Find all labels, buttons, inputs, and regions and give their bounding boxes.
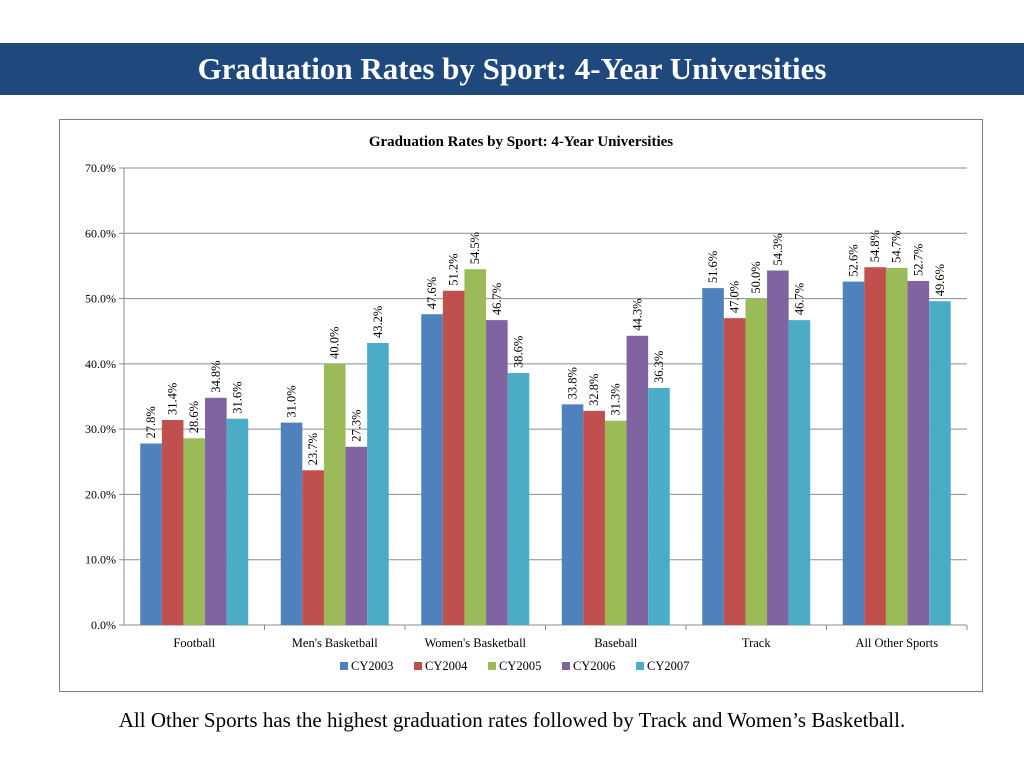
bar	[507, 372, 530, 625]
bar	[561, 404, 584, 625]
y-tick-label: 50.0%	[85, 292, 116, 306]
legend-swatch	[414, 662, 422, 670]
bar	[183, 438, 206, 625]
x-tick-label: Men's Basketball	[292, 636, 378, 650]
bar	[302, 470, 324, 625]
legend-swatch	[488, 662, 496, 670]
data-label: 27.8%	[144, 406, 158, 438]
bar	[767, 270, 789, 625]
legend-label: CY2003	[351, 659, 393, 673]
chart-title: Graduation Rates by Sport: 4-Year Univer…	[369, 134, 673, 150]
bar	[280, 422, 303, 625]
data-label: 27.3%	[349, 409, 363, 441]
data-label: 23.7%	[306, 433, 320, 465]
y-tick-label: 20.0%	[85, 487, 116, 501]
y-tick-label: 40.0%	[85, 357, 116, 371]
data-label: 49.6%	[933, 264, 947, 296]
bar	[345, 446, 368, 625]
y-tick-label: 10.0%	[85, 553, 116, 567]
bar	[788, 320, 811, 625]
slide-title-bar: Graduation Rates by Sport: 4-Year Univer…	[0, 43, 1024, 95]
legend-label: CY2007	[647, 659, 689, 673]
axes: 0.0% 10.0% 20.0% 30.0% 40.0% 50.0% 60.0% 70.0% F…	[85, 161, 968, 650]
data-label: 47.0%	[728, 281, 742, 313]
data-label: 40.0%	[328, 327, 342, 359]
x-tick-label: All Other Sports	[855, 636, 938, 650]
data-label: 34.8%	[209, 361, 223, 393]
data-label: 54.7%	[890, 231, 904, 263]
bar	[464, 269, 487, 625]
data-labels: 27.8% 31.4% 28.6% 34.8% 31.6% 31.0% 23.7% 40.0%…	[144, 230, 947, 465]
gridlines	[124, 167, 967, 561]
bar	[323, 363, 346, 625]
legend-label: CY2006	[573, 659, 615, 673]
data-label: 51.2%	[447, 253, 461, 285]
bar	[885, 267, 908, 625]
data-label: 31.3%	[609, 383, 623, 415]
y-tick-label: 0.0%	[91, 618, 116, 632]
bar	[604, 420, 627, 625]
x-tick-label: Track	[742, 636, 771, 650]
data-label: 51.6%	[706, 251, 720, 283]
chart-container: Graduation Rates by Sport: 4-Year Univer…	[59, 119, 983, 692]
legend-label: CY2004	[425, 659, 468, 673]
bar	[226, 418, 249, 625]
data-label: 54.3%	[771, 233, 785, 265]
bar	[205, 397, 227, 625]
data-label: 31.6%	[230, 381, 244, 413]
x-tick-label: Baseball	[594, 636, 638, 650]
bar	[723, 318, 746, 625]
data-label: 54.5%	[468, 232, 482, 264]
bar	[161, 420, 184, 625]
slide-caption: All Other Sports has the highest graduat…	[118, 708, 906, 732]
bar	[842, 281, 865, 625]
bar	[864, 267, 886, 625]
data-label: 31.0%	[285, 385, 299, 417]
bar	[648, 388, 670, 625]
data-label: 33.8%	[566, 367, 580, 399]
data-label: 36.3%	[652, 351, 666, 383]
bar	[367, 342, 389, 625]
bar	[583, 410, 605, 625]
data-label: 47.6%	[425, 277, 439, 309]
data-label: 38.6%	[511, 336, 525, 368]
bar	[140, 443, 162, 625]
slide-title: Graduation Rates by Sport: 4-Year Univer…	[197, 51, 827, 86]
y-tick-label: 70.0%	[85, 161, 116, 175]
data-label: 32.8%	[587, 374, 601, 406]
bar	[907, 280, 930, 625]
data-label: 46.7%	[792, 283, 806, 315]
data-label: 50.0%	[749, 261, 763, 293]
data-label: 28.6%	[187, 401, 201, 433]
legend: CY2003 CY2004 CY2005 CY2006 CY2007	[340, 659, 689, 673]
data-label: 43.2%	[371, 306, 385, 338]
legend-swatch	[340, 662, 348, 670]
legend-label: CY2005	[499, 659, 541, 673]
bar	[421, 314, 443, 625]
data-label: 44.3%	[630, 298, 644, 330]
data-label: 46.7%	[490, 283, 504, 315]
bar	[929, 301, 951, 625]
x-tick-label: Women's Basketball	[424, 636, 526, 650]
bar	[745, 298, 768, 625]
y-tick-label: 60.0%	[85, 226, 116, 240]
x-tick-label: Football	[173, 636, 215, 650]
data-label: 52.7%	[911, 244, 925, 276]
bar	[442, 290, 465, 625]
data-label: 31.4%	[166, 383, 180, 415]
legend-swatch	[562, 662, 570, 670]
bar	[702, 288, 724, 625]
legend-swatch	[636, 662, 644, 670]
y-tick-label: 30.0%	[85, 422, 116, 436]
bar	[486, 320, 508, 625]
data-label: 54.8%	[868, 230, 882, 262]
bar-chart: Graduation Rates by Sport: 4-Year Univer…	[85, 134, 968, 673]
bar	[626, 335, 649, 625]
bars	[140, 267, 951, 625]
data-label: 52.6%	[847, 244, 861, 276]
